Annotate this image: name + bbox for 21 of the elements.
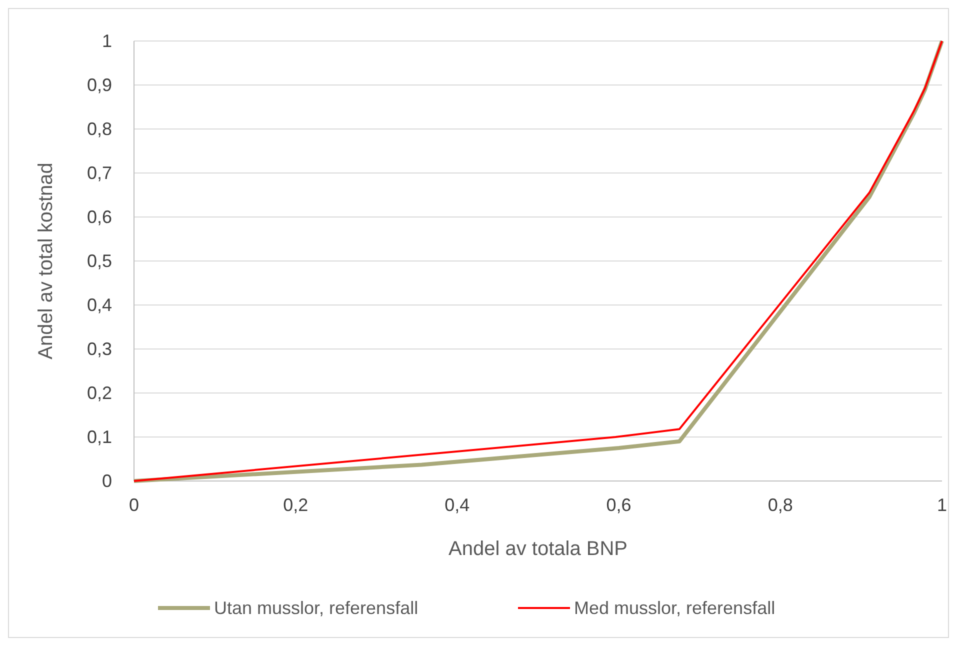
y-tick-label: 0,1 (86, 427, 112, 447)
y-tick-label: 0,3 (86, 339, 112, 359)
y-tick-label: 0,7 (86, 163, 112, 183)
x-tick-label: 1 (936, 495, 948, 515)
y-tick-label: 0,8 (86, 119, 112, 139)
x-axis-title: Andel av totala BNP (448, 538, 628, 560)
x-tick-label: 0,8 (768, 495, 793, 515)
y-tick-label: 0,5 (86, 251, 112, 271)
y-tick-label: 0,9 (86, 75, 112, 95)
x-tick-label: 0,2 (283, 495, 308, 515)
legend-label: Utan musslor, referensfall (214, 598, 418, 618)
y-tick-label: 0,4 (86, 295, 112, 315)
y-tick-label: 0,6 (86, 207, 112, 227)
x-tick-label: 0,4 (444, 495, 470, 515)
y-tick-label: 1 (102, 31, 112, 51)
y-tick-label: 0,2 (86, 383, 112, 403)
x-tick-label: 0,6 (606, 495, 632, 515)
y-tick-label: 0 (102, 471, 112, 491)
y-axis-title: Andel av total kostnad (35, 162, 57, 360)
x-tick-label: 0 (128, 495, 140, 515)
legend-label: Med musslor, referensfall (574, 598, 776, 618)
